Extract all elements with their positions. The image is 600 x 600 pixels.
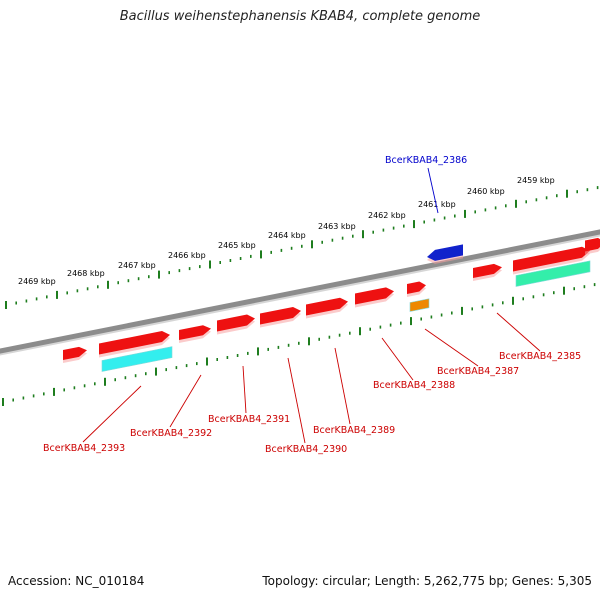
gene-label: BcerKBAB4_2388: [373, 380, 455, 391]
label-leader-line: [424, 328, 479, 367]
genome-backbone-shadow: [0, 233, 600, 356]
gene-label: BcerKBAB4_2389: [313, 425, 395, 436]
gene-labels: BcerKBAB4_2385 BcerKBAB4_2386 BcerKBAB4_23…: [43, 155, 581, 455]
gene-label: BcerKBAB4_2393: [43, 443, 125, 454]
gene-label: BcerKBAB4_2385: [499, 351, 581, 362]
label-leader-line: [381, 337, 414, 381]
outer-scale-ticks: [5, 186, 599, 309]
scale-tick-label: 2468 kbp: [67, 269, 105, 278]
label-leader-line: [169, 374, 202, 428]
map-title: Bacillus weihenstephanensis KBAB4, compl…: [119, 9, 481, 24]
scale-tick-label: 2464 kbp: [268, 231, 306, 240]
gene-arrow: [409, 298, 430, 312]
gene-arrow: [407, 281, 426, 294]
gene-label: BcerKBAB4_2392: [130, 428, 212, 439]
scale-tick-label: 2459 kbp: [517, 176, 555, 185]
gene-arrow: [355, 287, 394, 305]
gene-arrow: [217, 314, 255, 332]
gene-arrow: [63, 346, 87, 360]
label-leader-line: [242, 365, 247, 414]
gene-label: BcerKBAB4_2386: [385, 155, 467, 166]
genome-backbone: [0, 229, 600, 354]
label-leader-line: [427, 167, 439, 214]
gene-arrow: [179, 325, 211, 340]
topology-text: Topology: circular; Length: 5,262,775 bp…: [262, 574, 592, 588]
scale-tick-label: 2462 kbp: [368, 211, 406, 220]
rna-feature-bar: [101, 346, 173, 372]
scale-tick-label: 2461 kbp: [418, 200, 456, 209]
label-leader-lines: [82, 167, 541, 444]
gene-label: BcerKBAB4_2387: [437, 366, 519, 377]
gene-arrow: [427, 244, 463, 261]
gene-arrow: [585, 237, 600, 252]
gene-arrow: [473, 263, 502, 278]
label-leader-line: [82, 385, 142, 443]
scale-tick-label: 2469 kbp: [18, 277, 56, 286]
scale-tick-label: 2460 kbp: [467, 187, 505, 196]
scale-tick-labels: 2469 kbp 2468 kbp 2467 kbp 2466 kbp 2465 kbp…: [18, 176, 555, 286]
scale-tick-label: 2463 kbp: [318, 222, 356, 231]
gene-arrow: [260, 306, 301, 325]
gene-arrow: [513, 246, 590, 272]
scale-tick-label: 2465 kbp: [218, 241, 256, 250]
label-leader-line: [496, 312, 541, 352]
gene-arrow: [306, 297, 348, 316]
scale-tick-label: 2466 kbp: [168, 251, 206, 260]
label-leader-line: [334, 347, 351, 425]
rna-feature-bar: [515, 260, 591, 287]
gene-label: BcerKBAB4_2390: [265, 444, 347, 455]
gene-features: [63, 237, 600, 372]
label-leader-line: [287, 357, 306, 444]
gene-arrow: [99, 331, 170, 355]
accession-text: Accession: NC_010184: [8, 574, 145, 588]
inner-scale-ticks: [2, 283, 596, 406]
gene-label: BcerKBAB4_2391: [208, 414, 290, 425]
scale-tick-label: 2467 kbp: [118, 261, 156, 270]
